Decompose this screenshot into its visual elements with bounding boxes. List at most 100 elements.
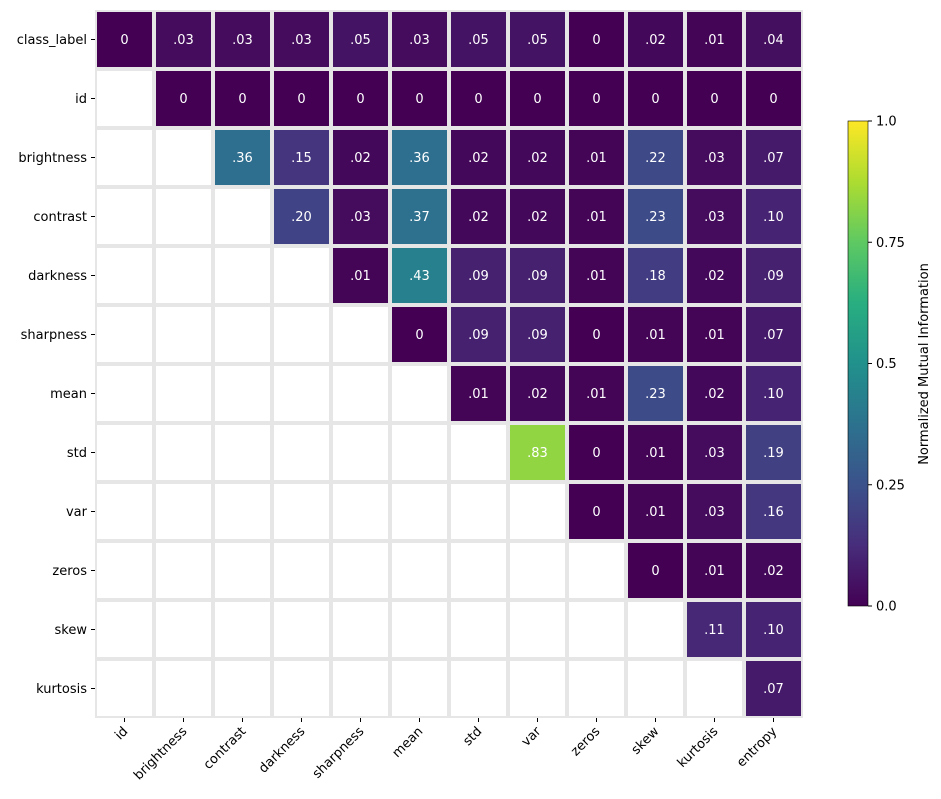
- heatmap-cell: [156, 71, 211, 126]
- heatmap-cell-label: .03: [409, 33, 430, 48]
- colorbar: 0.0 0.25 0.5 0.75 1.0: [847, 115, 905, 615]
- heatmap-cell: [687, 71, 742, 126]
- heatmap-cell-label: .01: [350, 269, 371, 284]
- heatmap-cell: [628, 425, 683, 480]
- heatmap-empty-cell: [156, 425, 211, 480]
- heatmap-empty-cell: [392, 484, 447, 539]
- heatmap-cell: [687, 307, 742, 362]
- heatmap-cell: [687, 130, 742, 185]
- heatmap-empty-cell: [156, 543, 211, 598]
- heatmap-empty-cell: [215, 484, 270, 539]
- heatmap-empty-cell: [451, 661, 506, 716]
- heatmap-empty-cell: [274, 248, 329, 303]
- heatmap-cell-label: .09: [527, 328, 548, 343]
- heatmap-empty-cell: [451, 543, 506, 598]
- heatmap-cell: [569, 189, 624, 244]
- heatmap-empty-cell: [215, 602, 270, 657]
- heatmap-empty-cell: [333, 602, 388, 657]
- y-tick-label: var: [66, 505, 88, 520]
- heatmap-cell-label: .10: [763, 387, 784, 402]
- heatmap-cell: [392, 12, 447, 67]
- x-tick-label: zeros: [568, 724, 603, 759]
- heatmap-cell: [274, 71, 329, 126]
- heatmap-cell-label: .01: [704, 33, 725, 48]
- heatmap-cell-label: .05: [527, 33, 548, 48]
- y-tick-label: darkness: [28, 269, 87, 284]
- heatmap-empty-cell: [628, 602, 683, 657]
- x-tick-label: skew: [629, 724, 663, 758]
- heatmap-empty-cell: [510, 543, 565, 598]
- y-tick-label: kurtosis: [36, 682, 87, 697]
- heatmap-cell: [628, 12, 683, 67]
- heatmap-cell-label: .18: [645, 269, 666, 284]
- heatmap-empty-cell: [156, 661, 211, 716]
- heatmap-cell: [746, 12, 801, 67]
- heatmap-empty-cell: [97, 248, 152, 303]
- heatmap-cell: [333, 130, 388, 185]
- heatmap-empty-cell: [569, 661, 624, 716]
- heatmap-empty-cell: [569, 543, 624, 598]
- heatmap-cell-label: 0: [415, 328, 423, 343]
- heatmap-empty-cell: [156, 130, 211, 185]
- x-tick-label: var: [519, 724, 545, 750]
- heatmap-cell-label: .01: [586, 269, 607, 284]
- heatmap-cell-label: .15: [291, 151, 312, 166]
- heatmap-cell: [628, 248, 683, 303]
- heatmap-empty-cell: [97, 307, 152, 362]
- heatmap-empty-cell: [392, 543, 447, 598]
- heatmap-cell-label: 0: [533, 92, 541, 107]
- heatmap-cell-label: 0: [592, 328, 600, 343]
- x-tick-label: mean: [390, 724, 427, 761]
- heatmap-cell: [451, 71, 506, 126]
- heatmap-cell: [451, 189, 506, 244]
- heatmap-cell-label: .10: [763, 623, 784, 638]
- heatmap-cell: [687, 484, 742, 539]
- heatmap-cell: [215, 130, 270, 185]
- heatmap-empty-cell: [215, 189, 270, 244]
- heatmap-empty-cell: [97, 484, 152, 539]
- heatmap-cell-label: .01: [468, 387, 489, 402]
- heatmap-cell: [451, 248, 506, 303]
- heatmap-cell: [333, 248, 388, 303]
- heatmap-empty-cell: [569, 602, 624, 657]
- heatmap-cell-label: .02: [527, 151, 548, 166]
- y-tick-label: id: [75, 92, 87, 107]
- heatmap-cell-label: 0: [710, 92, 718, 107]
- heatmap-empty-cell: [451, 602, 506, 657]
- heatmap-empty-cell: [97, 602, 152, 657]
- heatmap-cell-label: .04: [763, 33, 784, 48]
- heatmap-cell: [333, 12, 388, 67]
- heatmap-cell: [746, 661, 801, 716]
- heatmap-cell-label: .09: [763, 269, 784, 284]
- heatmap-cell: [687, 366, 742, 421]
- heatmap-empty-cell: [156, 602, 211, 657]
- heatmap-cell-label: .02: [527, 210, 548, 225]
- heatmap-cell-label: .07: [763, 682, 784, 697]
- heatmap-cell: [215, 71, 270, 126]
- heatmap-cell: [628, 189, 683, 244]
- heatmap-empty-cell: [451, 484, 506, 539]
- heatmap-empty-cell: [274, 602, 329, 657]
- heatmap-cell-label: .16: [763, 505, 784, 520]
- heatmap-empty-cell: [97, 71, 152, 126]
- heatmap-cell: [746, 366, 801, 421]
- heatmap-cell-label: 0: [120, 33, 128, 48]
- heatmap-cell-label: 0: [415, 92, 423, 107]
- heatmap-cell-label: .01: [586, 387, 607, 402]
- heatmap-cell: [392, 189, 447, 244]
- heatmap-empty-cell: [97, 189, 152, 244]
- heatmap-empty-cell: [215, 366, 270, 421]
- heatmap-cell: [628, 366, 683, 421]
- heatmap-cell: [628, 484, 683, 539]
- heatmap-cell: [451, 307, 506, 362]
- x-tick-label: sharpness: [310, 724, 368, 782]
- heatmap-cell: [510, 307, 565, 362]
- heatmap-cell: [746, 543, 801, 598]
- heatmap-empty-cell: [274, 661, 329, 716]
- heatmap-cell-label: 0: [592, 446, 600, 461]
- heatmap-cell: [569, 130, 624, 185]
- heatmap-cell: [392, 307, 447, 362]
- x-tick-label: brightness: [131, 724, 190, 783]
- heatmap-cell-label: .02: [350, 151, 371, 166]
